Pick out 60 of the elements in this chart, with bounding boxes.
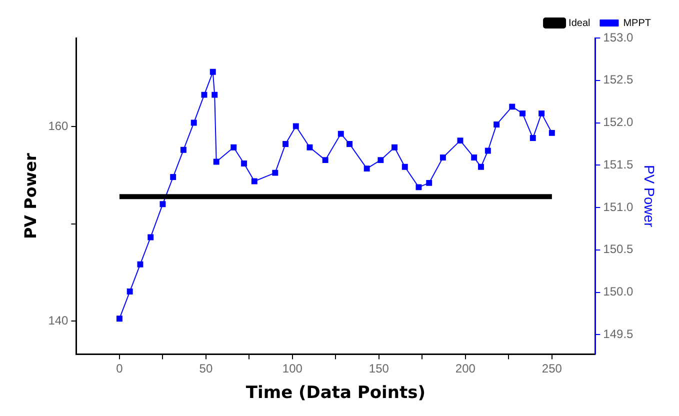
x-tick-label: 150 [368,362,390,376]
y2-tick-label: 151.5 [603,157,634,172]
legend-label: MPPT [623,18,652,29]
point [440,154,446,161]
point [548,130,555,136]
y2-tick-label: 152.0 [603,115,634,130]
x-tick-label: 250 [542,362,562,376]
point [416,184,422,190]
point [201,92,208,98]
point [484,148,491,154]
y2-tick-label: 153.0 [603,30,634,44]
y2-tick-label: 151.0 [603,200,634,214]
point [282,140,289,147]
y-tick-label: 160 [48,118,69,133]
point [212,92,218,98]
point [126,288,133,294]
x-tick-label: 50 [199,362,213,376]
point [378,157,384,164]
x-axis-title: Time (Data Points) [246,383,426,404]
point [170,174,176,180]
point [478,164,484,170]
y2-tick-label: 149.5 [603,327,634,342]
point [148,234,154,240]
point [530,135,536,142]
y2-tick-label: 152.5 [603,72,634,87]
x-tick-label: 100 [282,362,303,376]
point [494,121,500,128]
x-tick-label: 0 [116,362,124,376]
point [364,166,370,172]
point [190,120,197,126]
point [210,68,216,75]
point [180,146,186,153]
point [392,144,398,150]
point [338,130,344,137]
point [116,316,122,322]
y-axis-title: PV Power [20,153,40,240]
point [160,201,166,208]
legend-label: Ideal [568,18,590,29]
y2-tick-label: 150.0 [603,284,634,299]
point [426,180,432,186]
x-tick-label: 200 [455,362,476,376]
point [292,123,299,130]
point [251,178,258,184]
point [322,157,328,164]
point [230,144,237,150]
point [272,170,278,176]
point [346,140,353,147]
point [241,160,247,166]
point [538,110,545,116]
point [137,261,144,268]
point [457,138,464,144]
point [471,154,478,161]
point [509,104,516,110]
y2-axis-title: PV Power [642,164,658,228]
point [520,110,526,116]
point [306,144,313,150]
point [402,164,408,170]
point [213,158,220,165]
y-tick-label: 140 [48,313,69,328]
y2-tick-label: 150.5 [603,242,634,256]
